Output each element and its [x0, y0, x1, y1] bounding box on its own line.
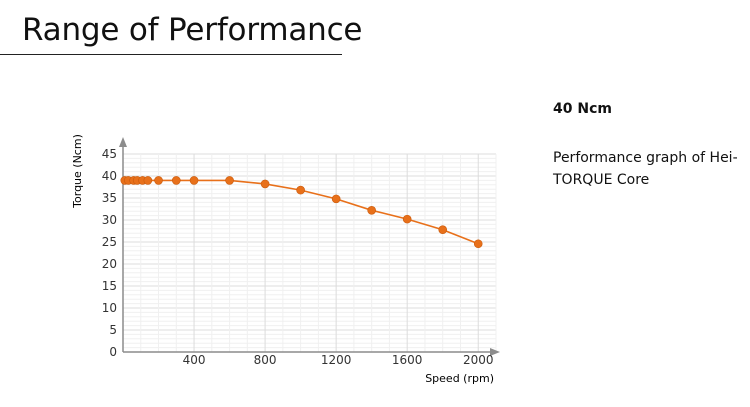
data-point: [225, 176, 234, 185]
chart-description: Performance graph of Hei-TORQUE Core: [553, 150, 738, 188]
data-point: [331, 194, 341, 204]
y-tick-label: 40: [102, 169, 117, 183]
y-tick-label: 20: [102, 257, 117, 271]
data-point: [296, 185, 305, 195]
x-axis-arrow: [490, 348, 500, 356]
data-point: [154, 176, 163, 185]
x-tick-label: 1600: [392, 353, 423, 367]
y-axis-label: Torque (Ncm): [71, 134, 84, 209]
y-tick-label: 15: [102, 279, 117, 293]
data-point: [143, 176, 153, 185]
y-axis-arrow: [119, 137, 127, 147]
chart-series: [120, 176, 483, 249]
data-point: [438, 225, 448, 234]
y-tick-label: 10: [102, 301, 117, 315]
x-tick-label: 800: [254, 353, 277, 367]
y-tick-label: 25: [102, 235, 117, 249]
x-tick-label: 2000: [463, 353, 494, 367]
chart-tick-labels: 0 5 10 15 20 25 30 35 40 45 400 800 1200 1600 2000: [102, 147, 494, 367]
x-tick-label: 1200: [321, 353, 352, 367]
title-underline: [0, 54, 342, 55]
data-point: [473, 239, 483, 249]
data-point: [260, 179, 270, 189]
y-tick-label: 30: [102, 213, 117, 227]
data-point: [171, 176, 181, 185]
page-title: Range of Performance: [22, 12, 363, 48]
data-point: [189, 176, 199, 185]
y-tick-label: 5: [109, 323, 117, 337]
y-tick-label: 0: [109, 345, 117, 359]
y-tick-label: 35: [102, 191, 117, 205]
y-tick-label: 45: [102, 147, 117, 161]
chart-grid: [123, 153, 497, 352]
data-point: [402, 214, 412, 224]
torque-rating-heading: 40 Ncm: [553, 101, 612, 117]
x-axis-label: Speed (rpm): [425, 372, 494, 385]
data-point: [367, 206, 376, 215]
x-tick-label: 400: [183, 353, 206, 367]
